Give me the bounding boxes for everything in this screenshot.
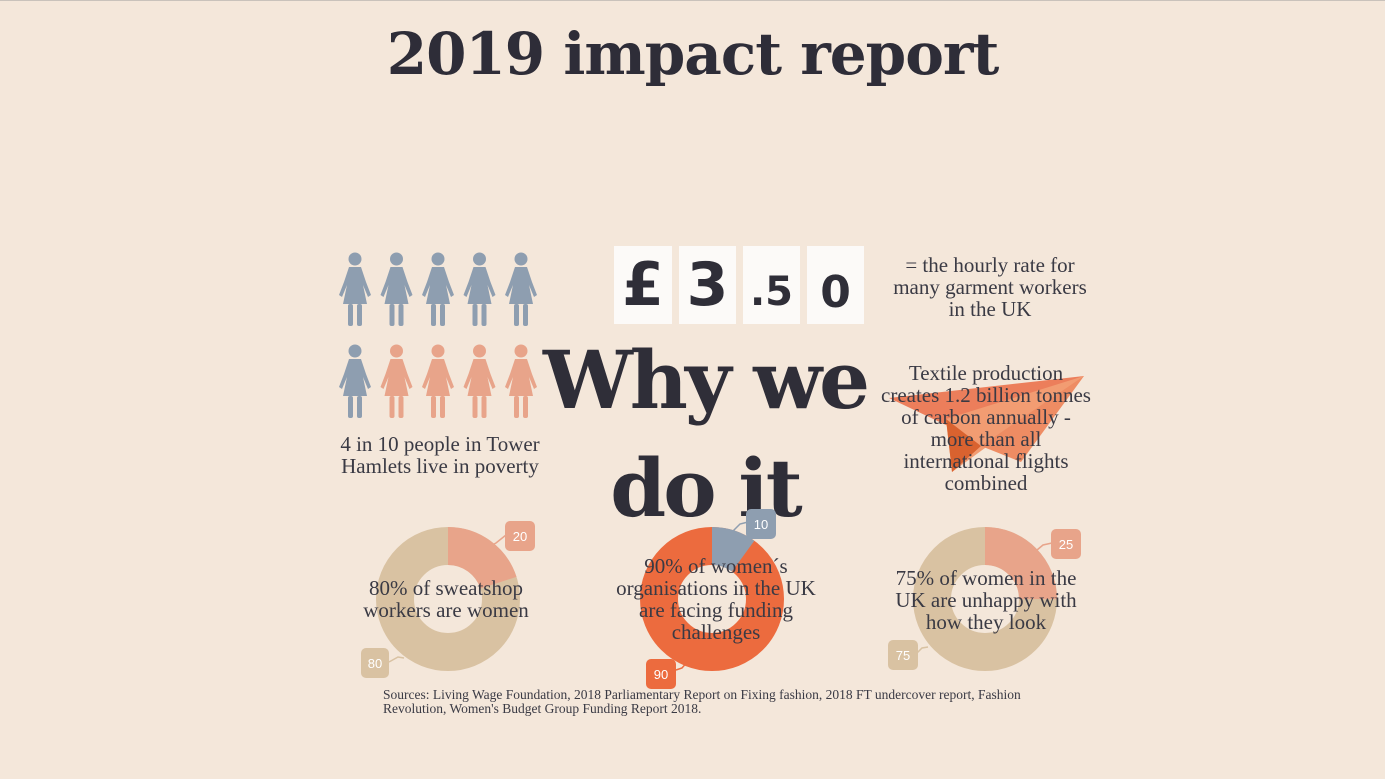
donut-0-minor-slice	[376, 527, 520, 671]
donut-0-major-badge: 80	[361, 648, 389, 678]
donut-1-minor-slice	[640, 527, 784, 671]
person-icon	[380, 344, 413, 418]
person-icon	[463, 252, 496, 326]
person-icon	[339, 344, 371, 418]
donut-2-minor-badge: 25	[1051, 529, 1081, 559]
top-divider	[0, 0, 1385, 1]
donut-1-major-badge: 90	[646, 659, 676, 689]
wage-digit-tens: .5	[743, 246, 800, 324]
person-icon	[422, 344, 454, 418]
donut-1-minor-badge: 10	[746, 509, 776, 539]
donut-chart-funding	[640, 527, 784, 671]
donut-chart-sweatshop	[376, 527, 520, 671]
person-icon	[339, 252, 371, 326]
donut-chart-body-image	[913, 527, 1057, 671]
person-icon	[380, 252, 413, 326]
wage-caption: = the hourly rate for many garment worke…	[893, 253, 1087, 321]
sources-note: Sources: Living Wage Foundation, 2018 Pa…	[383, 687, 1021, 716]
donut-1-caption: 90% of women´s organisations in the UK a…	[616, 554, 816, 644]
wage-digit-currency: £	[614, 246, 672, 324]
donut-2-caption: 75% of women in the UK are unhappy with …	[895, 566, 1077, 634]
person-icon	[463, 344, 496, 418]
donut-2-major-badge: 75	[888, 640, 918, 670]
donut-2-minor-slice	[913, 527, 1057, 671]
wage-digit-pounds: 3	[679, 246, 736, 324]
donut-0-caption: 80% of sweatshop workers are women	[363, 576, 529, 622]
poverty-caption: 4 in 10 people in Tower Hamlets live in …	[340, 432, 540, 478]
people-pictogram	[336, 250, 542, 422]
wage-digit-units: 0	[807, 246, 864, 324]
page-title: 2019 impact report	[386, 20, 1000, 88]
person-icon	[505, 344, 537, 418]
people-icons	[339, 252, 537, 418]
donut-0-minor-badge: 20	[505, 521, 535, 551]
headline-line1: Why we	[542, 333, 870, 427]
carbon-caption: Textile production creates 1.2 billion t…	[881, 361, 1091, 495]
person-icon	[505, 252, 537, 326]
person-icon	[422, 252, 454, 326]
paper-plane-icon	[889, 376, 1084, 472]
